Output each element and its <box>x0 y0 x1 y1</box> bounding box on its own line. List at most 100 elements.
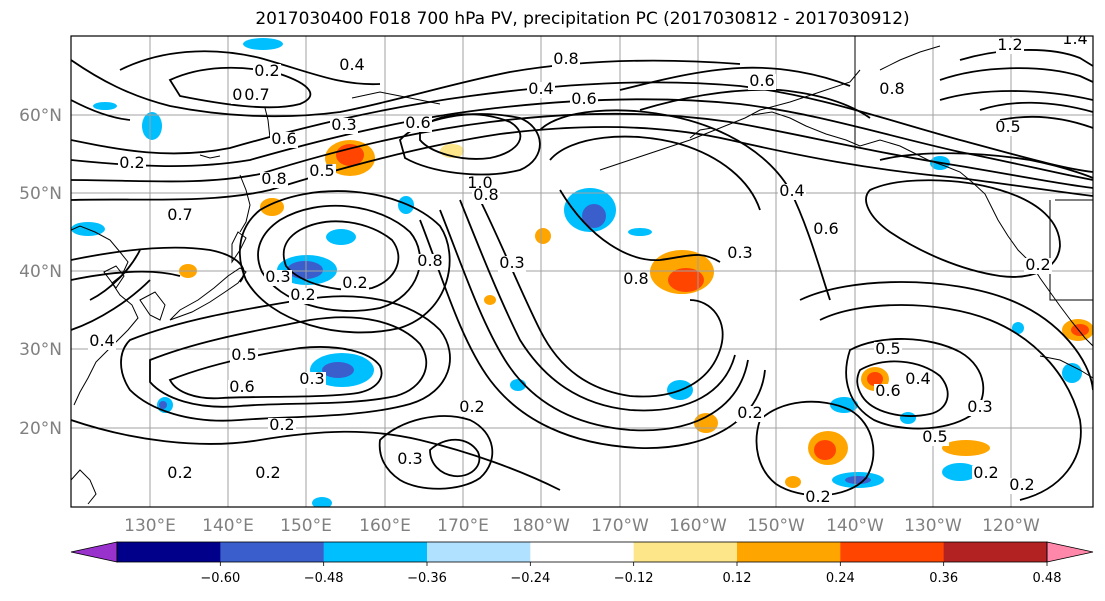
precip-positive-area <box>484 295 496 305</box>
contour-label-background <box>1008 478 1036 494</box>
colorbar-extend-left <box>70 541 118 563</box>
colorbar-segment <box>323 542 428 562</box>
contour-label-background <box>778 184 806 200</box>
contour-label: 0.2 <box>737 403 762 422</box>
colorbar-segment <box>427 542 531 562</box>
contour-label-background <box>254 466 282 482</box>
contour-label: 0.3 <box>499 253 524 272</box>
contour-label-background <box>726 246 754 262</box>
contour-label: 0.8 <box>879 79 904 98</box>
contour-label: 0.5 <box>231 345 256 364</box>
contour-label-background <box>812 222 840 238</box>
longitude-label: 150°E <box>280 516 332 536</box>
contour-label: 0.7 <box>167 205 192 224</box>
contour-label-background <box>166 466 194 482</box>
contour-label: 0.6 <box>229 377 254 396</box>
latitude-label: 20°N <box>19 419 62 439</box>
contour-label-background <box>298 372 326 388</box>
contour-label-background <box>552 52 580 68</box>
longitude-label: 160°W <box>669 516 727 536</box>
contour-label: 0.3 <box>397 449 422 468</box>
precip-positive-core <box>1071 324 1089 336</box>
contour-label: 0.4 <box>779 181 804 200</box>
contour-label: 0.5 <box>875 339 900 358</box>
latitude-label: 60°N <box>19 106 62 126</box>
contour-label-background <box>748 74 776 90</box>
precip-negative-core <box>582 204 606 228</box>
contour-label-background <box>260 172 288 188</box>
colorbar-tick-label: −0.48 <box>304 571 344 586</box>
contour-label-background <box>1061 36 1089 48</box>
colorbar-segment <box>737 542 841 562</box>
contour-label: 0.3 <box>265 267 290 286</box>
latitude-label: 40°N <box>19 262 62 282</box>
contour-label: 0.4 <box>339 55 364 74</box>
contour-label: 1.0 <box>467 173 492 192</box>
contour-label-background <box>878 82 906 98</box>
precip-negative-area <box>326 229 356 245</box>
contour-label-background <box>88 334 116 350</box>
colorbar-segment <box>220 542 325 562</box>
contour-label-background <box>243 88 271 104</box>
contour-label: 0.5 <box>922 427 947 446</box>
contour-label: 0.3 <box>967 397 992 416</box>
contour-label-background <box>972 466 1000 482</box>
contour-label-background <box>498 256 526 272</box>
colorbar-tick-label: −0.60 <box>200 571 240 586</box>
colorbar-tick-label: 0.12 <box>723 571 752 586</box>
precip-positive-core <box>867 372 883 386</box>
precip-negative-core <box>322 362 354 378</box>
contour-label: 0.6 <box>875 381 900 400</box>
contour-label: 0.5 <box>309 161 334 180</box>
precip-positive-area <box>260 198 284 216</box>
contour-label-background <box>622 272 650 288</box>
colorbar-segment <box>530 542 635 562</box>
contour-label: 0.3 <box>299 369 324 388</box>
contour-label: 0.8 <box>417 251 442 270</box>
contour-label: 0.2 <box>290 285 315 304</box>
precip-positive-core <box>336 144 364 166</box>
colorbar-segment <box>117 542 221 562</box>
contour-label-background <box>396 452 424 468</box>
contour-label: 0.4 <box>528 79 553 98</box>
contour-label-background <box>874 384 902 400</box>
colorbar-segment <box>943 542 1048 562</box>
contour-label: 0.2 <box>255 463 280 482</box>
precip-positive-area <box>785 476 801 488</box>
colorbar-segment <box>633 542 738 562</box>
colorbar-tick-label: −0.12 <box>614 571 654 586</box>
contour-label: 0.2 <box>973 463 998 482</box>
contour-label: 0.2 <box>119 153 144 172</box>
contour-label: 1.4 <box>1062 29 1087 48</box>
contour-label-background <box>736 406 764 422</box>
precip-negative-area <box>93 102 117 110</box>
contour-label: 0.2 <box>459 397 484 416</box>
colorbar-border <box>116 541 1048 563</box>
contour-label-background <box>874 342 902 358</box>
contour-label-background <box>1024 258 1052 274</box>
precip-negative-area <box>312 497 332 507</box>
pv-contours <box>71 49 1093 501</box>
longitude-label: 180°W <box>512 516 570 536</box>
longitude-label: 120°W <box>982 516 1040 536</box>
contour-label-background <box>994 120 1022 136</box>
contour-label-background <box>527 82 555 98</box>
longitude-label: 160°E <box>359 516 411 536</box>
contour-label: 0.6 <box>271 129 296 148</box>
precip-positive-core <box>668 268 704 292</box>
latitude-label: 30°N <box>19 340 62 360</box>
contour-label-background <box>570 92 598 108</box>
longitude-label: 140°W <box>826 516 884 536</box>
contour-label: 1.2 <box>997 35 1022 54</box>
contour-label-background <box>904 372 932 388</box>
contour-label: 0.4 <box>905 369 930 388</box>
precip-negative-core <box>159 401 167 409</box>
longitude-label: 150°W <box>747 516 805 536</box>
contour-label-background <box>253 64 281 80</box>
longitude-label: 170°W <box>591 516 649 536</box>
precip-negative-core <box>287 261 323 279</box>
colorbar-tick-label: −0.24 <box>510 571 550 586</box>
contour-label-background <box>289 288 317 304</box>
precip-negative-area <box>628 228 652 236</box>
precip-negative-area <box>942 463 978 481</box>
